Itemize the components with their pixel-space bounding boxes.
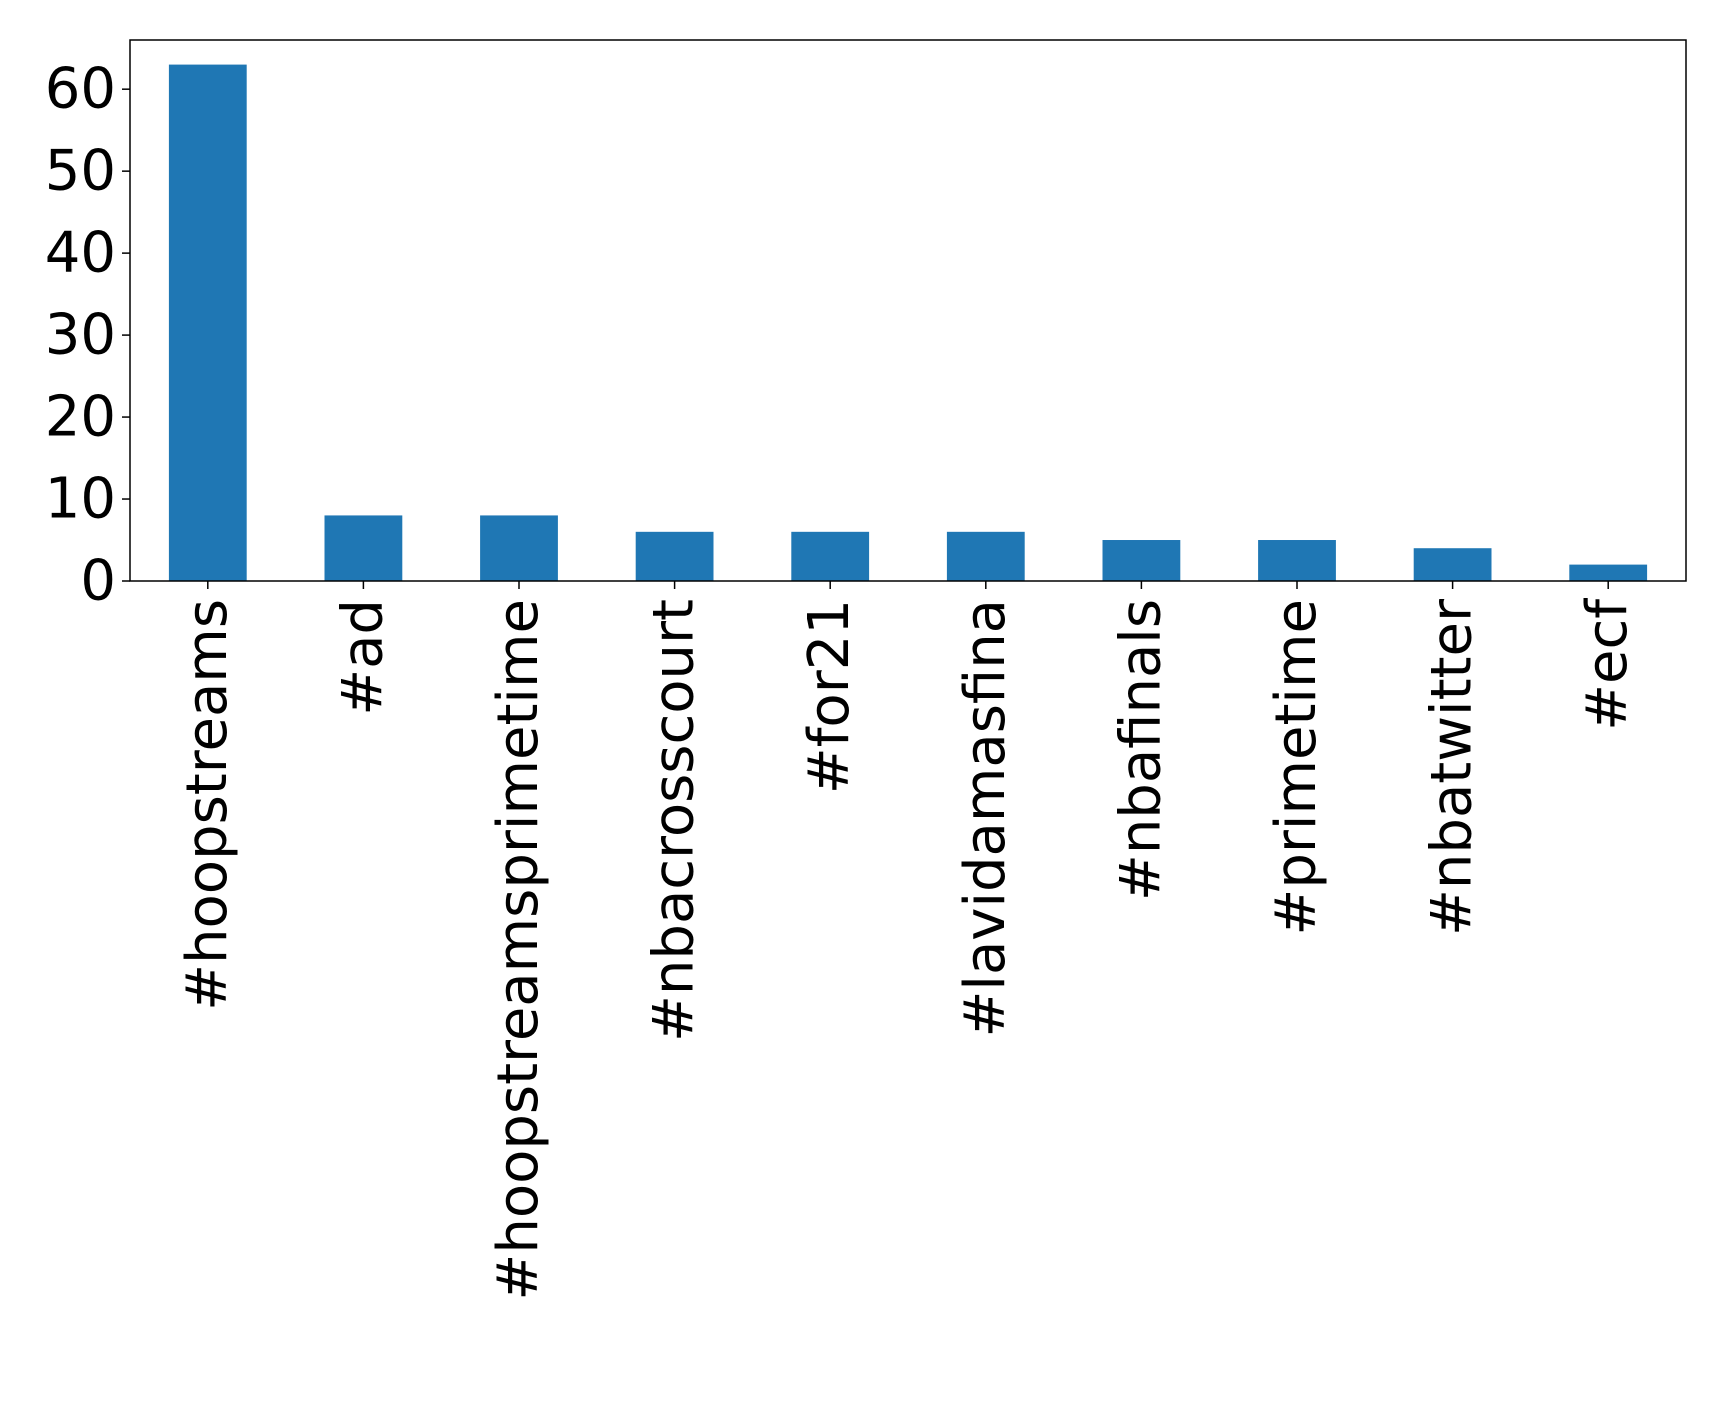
plot-frame <box>129 39 1687 582</box>
bar-hoopstreamsprimetime <box>480 515 558 581</box>
y-axis: 0 10 20 30 40 50 60 <box>45 57 130 614</box>
bar-nbacrosscourt <box>635 531 714 581</box>
y-tick-label: 60 <box>45 57 116 122</box>
bar-nbafinals <box>1102 540 1181 581</box>
bar-primetime <box>1258 540 1336 581</box>
x-tick-label: #nbacrosscourt <box>642 599 707 1042</box>
y-tick-label: 20 <box>45 385 116 450</box>
y-tick-label: 50 <box>45 139 116 204</box>
x-axis: #hoopstreams #ad #hoopstreamsprimetime #nba… <box>175 581 1640 1301</box>
x-tick-label: #hoopstreams <box>175 599 240 1011</box>
x-tick-label: #for21 <box>797 599 862 794</box>
x-tick-label: #primetime <box>1264 599 1329 936</box>
bar-nbatwitter <box>1413 548 1492 581</box>
x-tick-label: #ecf <box>1575 598 1640 731</box>
bar-ecf <box>1569 564 1648 581</box>
bar-for21 <box>791 531 870 581</box>
y-tick-label: 40 <box>45 221 116 286</box>
x-tick-label: #lavidamasfina <box>953 599 1018 1037</box>
bar-ad <box>324 515 403 581</box>
x-tick-label: #hoopstreamsprimetime <box>486 599 551 1301</box>
y-tick-label: 10 <box>45 467 116 532</box>
y-tick-label: 30 <box>45 303 116 368</box>
x-tick-label: #ad <box>330 599 395 716</box>
bar-lavidamasfina <box>946 531 1025 581</box>
bar-hoopstreams <box>168 64 247 581</box>
y-tick-label: 0 <box>80 549 116 614</box>
bars-group <box>168 64 1648 581</box>
x-tick-label: #nbatwitter <box>1420 598 1485 936</box>
x-tick-label: #nbafinals <box>1108 599 1173 901</box>
